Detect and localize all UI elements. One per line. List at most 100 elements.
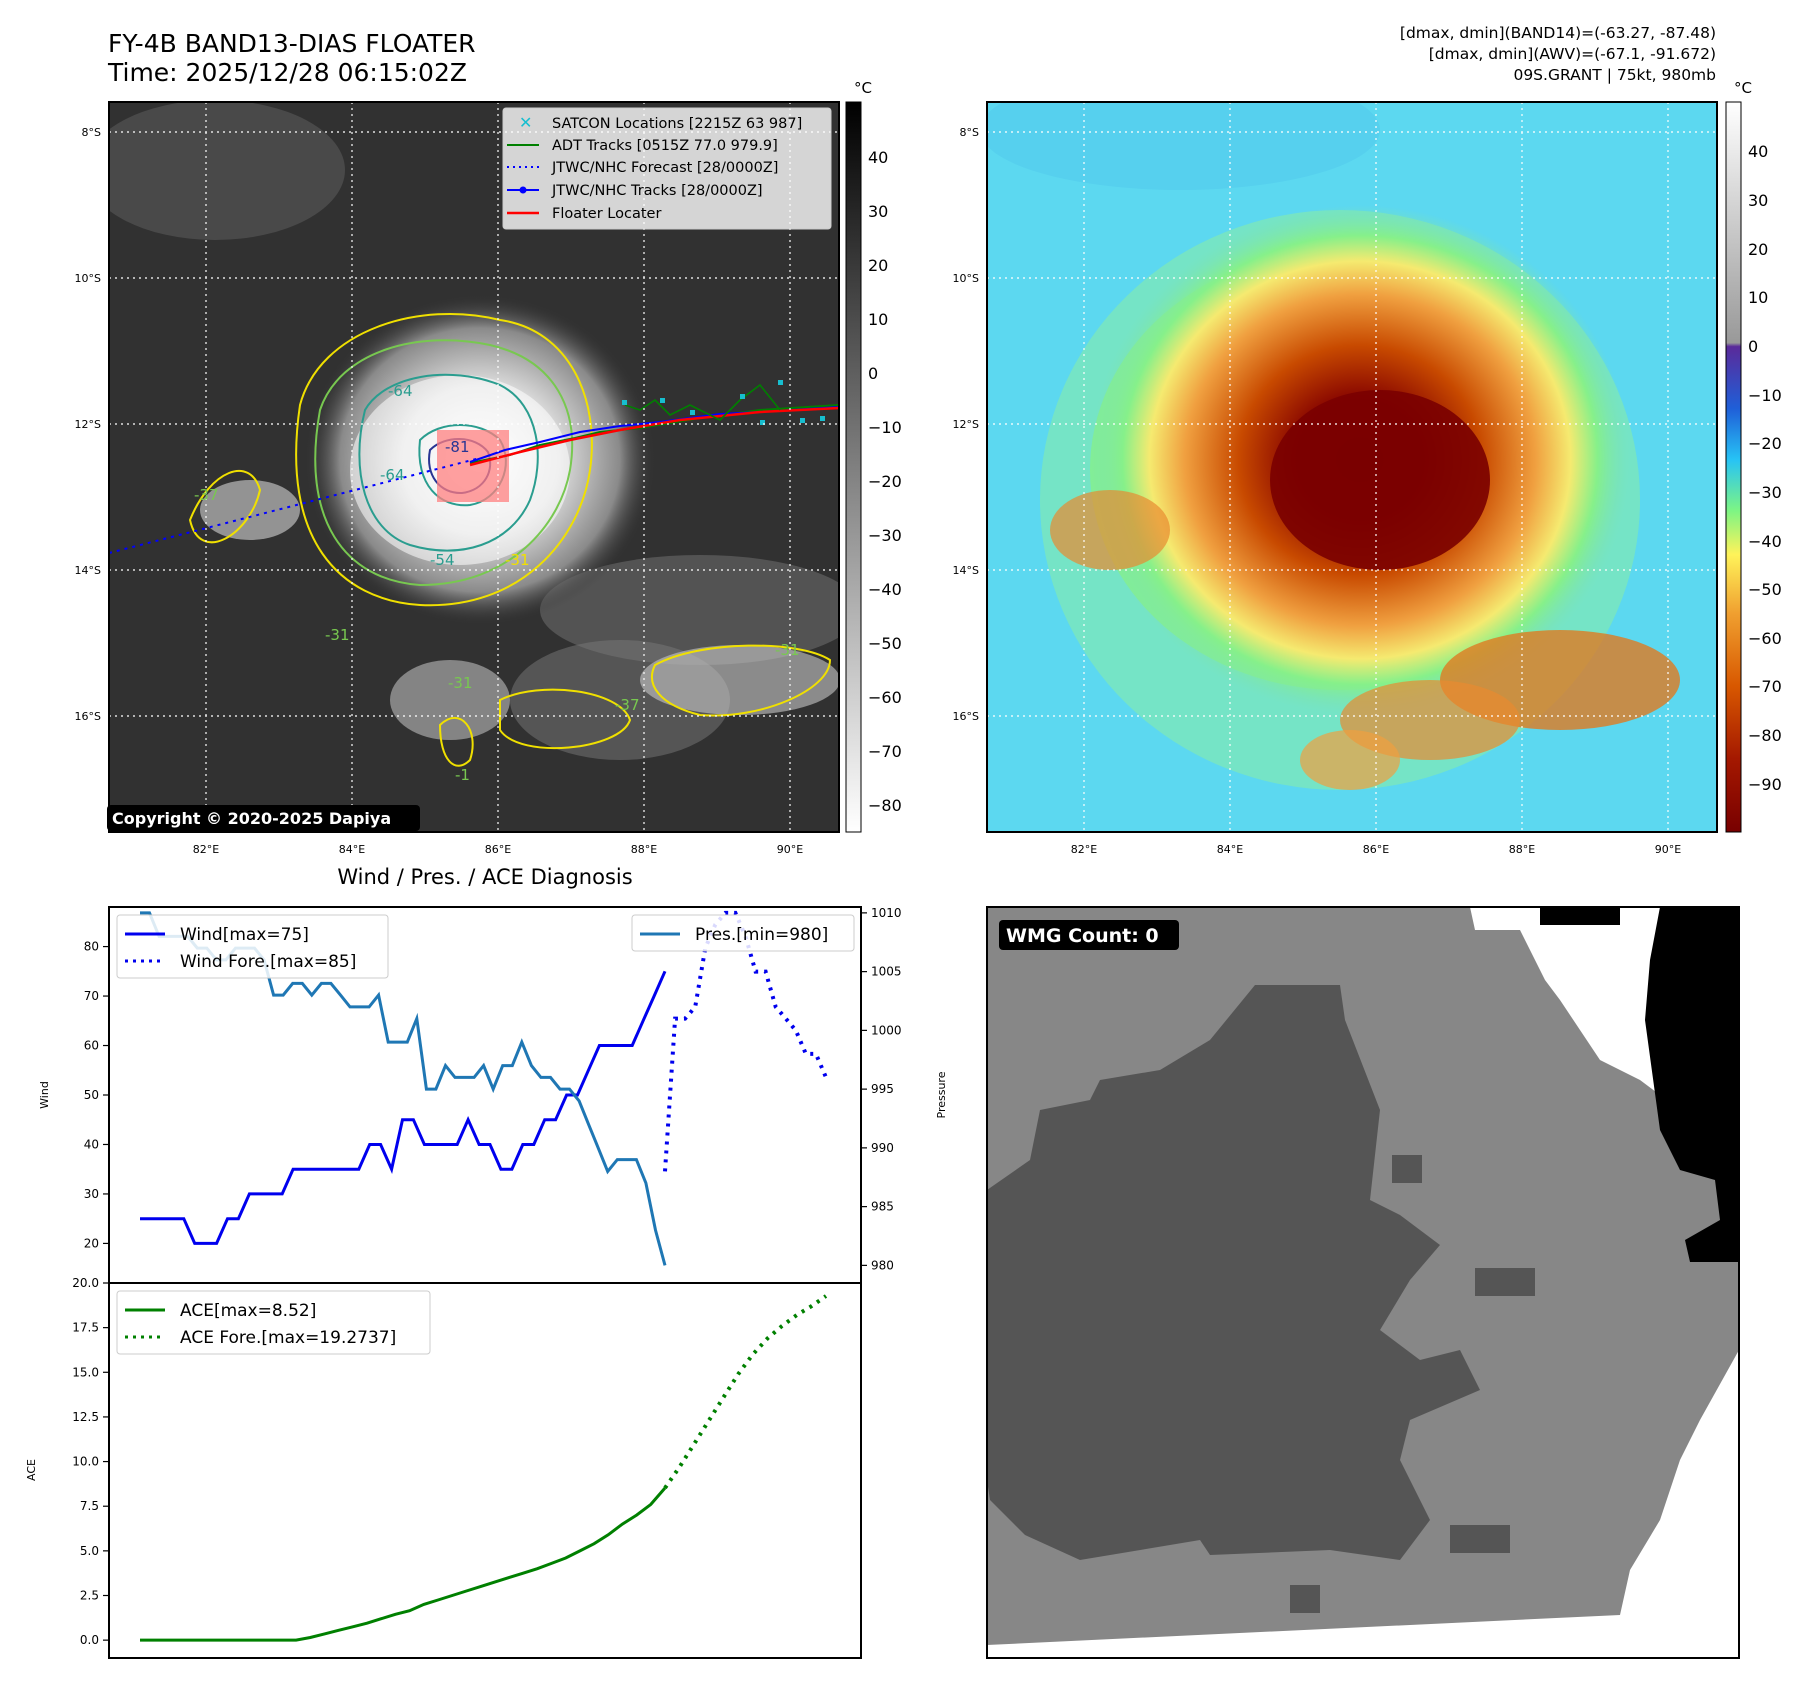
svg-text:-64: -64 [380,466,405,484]
ace-tick-label: 5.0 [80,1544,99,1558]
wind-axis-label: Wind [38,1081,51,1109]
wind-forecast-line [663,910,828,1172]
ace-tick-label: 20.0 [72,1276,99,1290]
svg-text:−30: −30 [868,526,902,545]
svg-text:−80: −80 [1748,726,1782,745]
ace-yticks: 0.0 2.5 5.0 7.5 10.0 12.5 15.0 17.5 20.0 [72,1276,109,1647]
ace-tick-label: 12.5 [72,1410,99,1424]
ir-colorbar-ticks: 40 30 20 10 0 −10 −20 −30 −40 −50 −60 −7… [868,148,902,815]
svg-text:84°E: 84°E [1217,843,1243,856]
contour-teal [358,373,539,552]
floater-box [437,430,509,502]
legend-track: JTWC/NHC Tracks [28/0000Z] [551,183,763,199]
svg-text:°C: °C [854,79,872,97]
color-lat-labels: 8°S 10°S 12°S 14°S 16°S [953,126,979,723]
ir-lon-labels: 82°E 84°E 86°E 88°E 90°E [193,843,803,856]
copyright-text: Copyright © 2020-2025 Dapiya [112,809,391,828]
wind-tick-label: 50 [84,1088,99,1102]
svg-text:-37: -37 [615,696,640,714]
svg-text:8°S: 8°S [960,126,979,139]
svg-text:12°S: 12°S [75,418,101,431]
svg-text:−50: −50 [868,634,902,653]
wmg-badge [999,920,1179,950]
wind-legend-label: Wind[max=75] [180,925,309,945]
svg-text:-37: -37 [194,486,219,504]
svg-text:0: 0 [1748,337,1758,356]
color-gridlines [987,102,1717,832]
svg-text:40: 40 [1748,142,1768,161]
svg-text:−40: −40 [1748,532,1782,551]
color-colorbar: °C 40 30 20 10 0 −10 −20 −30 −40 −50 −60… [1725,79,1782,833]
svg-text:−30: −30 [1748,483,1782,502]
ace-legend-label: ACE[max=8.52] [180,1301,316,1321]
svg-text:10: 10 [1748,288,1768,307]
ir-map-panel: -64 -81 -64 -54 -31 -37 -31 -31 -31 -1 -… [75,79,902,856]
satcon-legend-icon: ✕ [519,113,532,132]
ir-colorbar: °C 40 30 20 10 0 −10 −20 −30 −40 −50 −60… [845,79,902,833]
svg-text:−40: −40 [868,580,902,599]
svg-text:-31: -31 [325,626,350,644]
ace-chart: ACE 0.0 2.5 5.0 7.5 10.0 12.5 15.0 17.5 20.0 ACE… [25,1276,862,1659]
ace-series [140,1294,828,1642]
svg-text:20: 20 [1748,240,1768,259]
wind-forecast-legend-label: Wind Fore.[max=85] [180,952,356,972]
wind-tick-label: 70 [84,989,99,1003]
svg-text:14°S: 14°S [953,564,979,577]
ace-tick-label: 15.0 [72,1365,99,1379]
svg-text:40: 40 [868,148,888,167]
svg-text:-81: -81 [445,438,470,456]
svg-text:−90: −90 [1748,775,1782,794]
legend-floater: Floater Locater [552,206,661,222]
ace-forecast-legend-label: ACE Fore.[max=19.2737] [180,1328,396,1348]
pressure-legend-label: Pres.[min=980] [695,925,828,945]
color-lon-labels: 82°E 84°E 86°E 88°E 90°E [1071,843,1681,856]
wind-tick-label: 60 [84,1039,99,1053]
svg-text:86°E: 86°E [1363,843,1389,856]
pressure-axis-label: Pressure [935,1071,948,1118]
legend-forecast: JTWC/NHC Forecast [28/0000Z] [551,160,778,176]
svg-text:10°S: 10°S [75,272,101,285]
svg-text:-31: -31 [448,674,473,692]
info-band14: [dmax, dmin](BAND14)=(-63.27, -87.48) [1400,24,1716,42]
svg-text:84°E: 84°E [339,843,365,856]
svg-text:−60: −60 [868,688,902,707]
legend-satcon: SATCON Locations [2215Z 63 987] [552,116,802,132]
ace-tick-label: 10.0 [72,1455,99,1469]
contour-yellow [295,313,593,607]
floater-track-line [469,406,839,467]
ace-tick-label: 17.5 [72,1321,99,1335]
svg-text:10: 10 [868,310,888,329]
color-map-panel: 82°E 84°E 86°E 88°E 90°E 8°S 10°S 12°S 1… [953,79,1782,856]
satcon-markers [622,380,825,425]
svg-text:°C: °C [1734,79,1752,97]
diagnosis-title: Wind / Pres. / ACE Diagnosis [337,865,632,889]
pressure-tick-label: 1000 [871,1023,902,1037]
info-storm: 09S.GRANT | 75kt, 980mb [1513,66,1716,84]
svg-text:−50: −50 [1748,580,1782,599]
svg-text:12°S: 12°S [953,418,979,431]
svg-text:20: 20 [868,256,888,275]
svg-text:16°S: 16°S [75,710,101,723]
svg-text:90°E: 90°E [777,843,803,856]
figure-title: FY-4B BAND13-DIAS FLOATER [108,29,476,58]
svg-text:14°S: 14°S [75,564,101,577]
wind-tick-label: 30 [84,1187,99,1201]
wind-line [140,970,667,1245]
ace-legend: ACE[max=8.52] ACE Fore.[max=19.2737] [116,1290,431,1355]
svg-text:−10: −10 [868,418,902,437]
wind-pressure-chart: Wind Pressure 20 30 40 50 60 70 80 980 985 990 99… [38,906,948,1284]
copyright-badge [107,805,420,831]
pressure-yticks: 980 985 990 995 1000 1005 1010 [861,906,902,1272]
svg-text:-64: -64 [388,382,413,400]
svg-text:30: 30 [1748,191,1768,210]
pressure-tick-label: 985 [871,1200,894,1214]
svg-text:−70: −70 [868,742,902,761]
svg-text:90°E: 90°E [1655,843,1681,856]
svg-text:−70: −70 [1748,677,1782,696]
svg-text:−20: −20 [1748,434,1782,453]
svg-text:82°E: 82°E [193,843,219,856]
ir-lat-labels: 8°S 10°S 12°S 14°S 16°S [75,126,101,723]
color-colorbar-ticks: 40 30 20 10 0 −10 −20 −30 −40 −50 −60 −7… [1748,142,1782,794]
figure-time: Time: 2025/12/28 06:15:02Z [107,58,467,87]
